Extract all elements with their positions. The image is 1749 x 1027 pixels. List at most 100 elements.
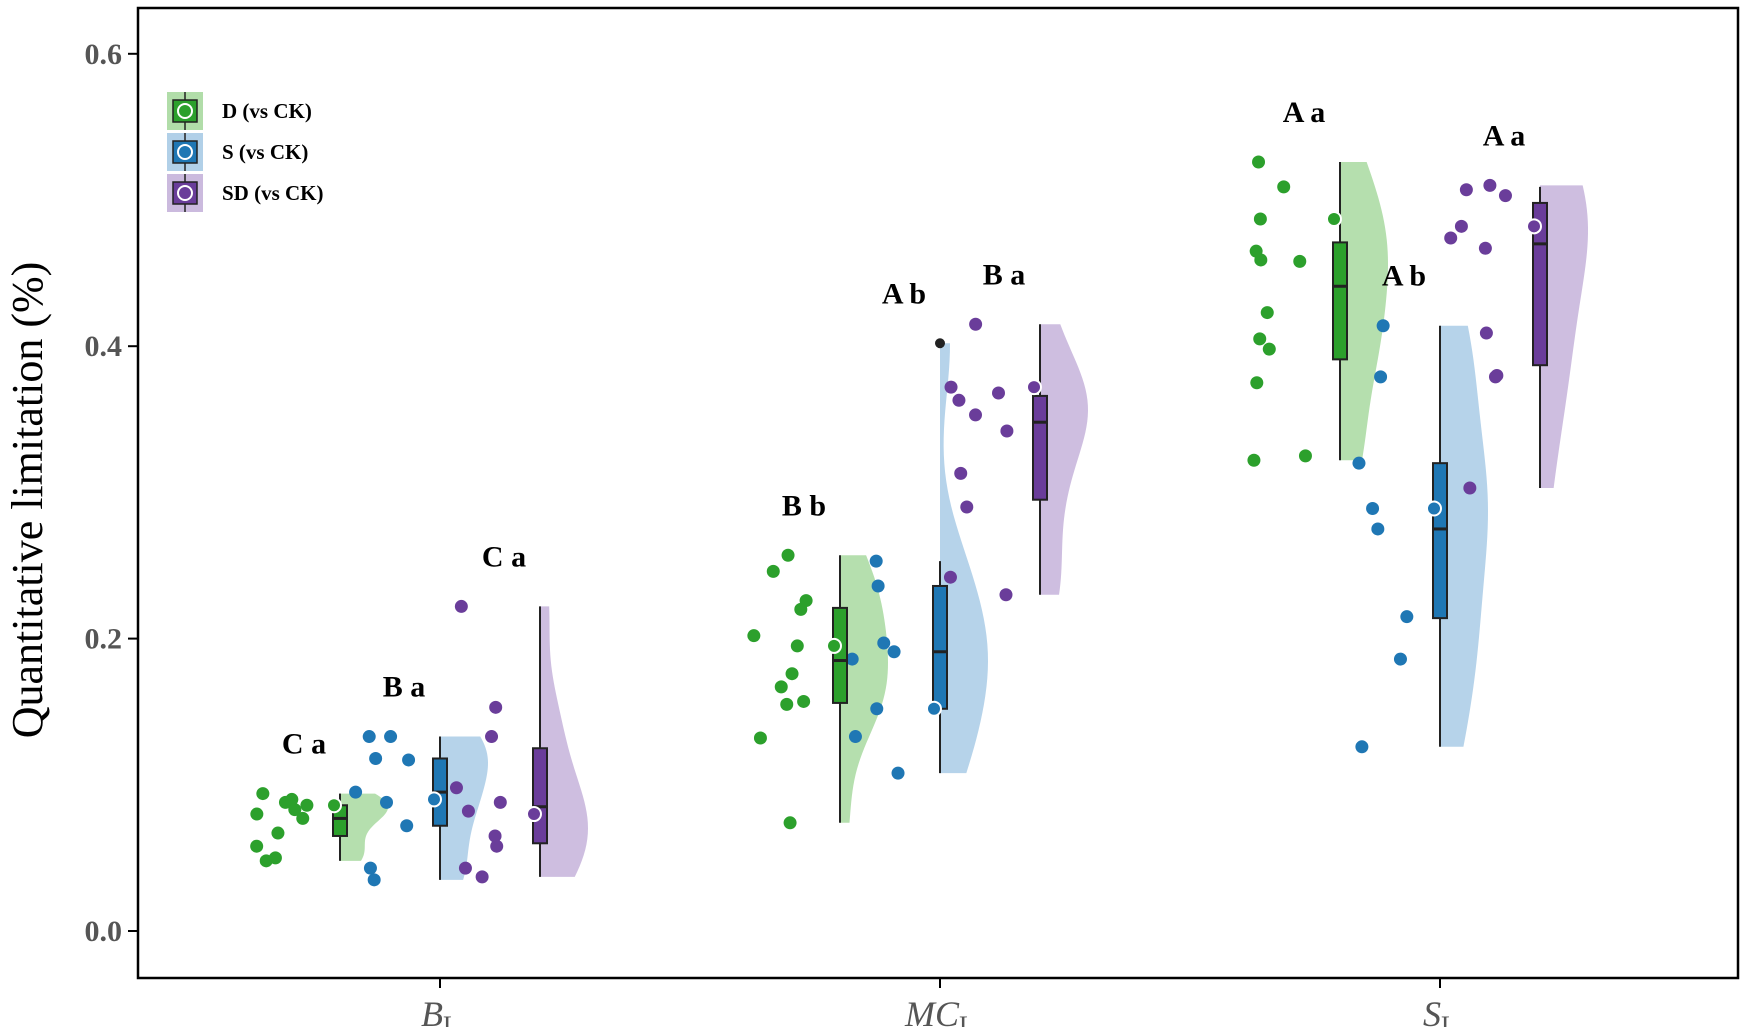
y-tick-label: 0.2 bbox=[85, 623, 123, 656]
mean-point bbox=[926, 700, 942, 717]
x-tick-main: MC bbox=[904, 994, 960, 1027]
data-point bbox=[785, 667, 799, 681]
data-point bbox=[271, 826, 285, 840]
data-point bbox=[1293, 254, 1307, 268]
box bbox=[1432, 462, 1448, 620]
data-point bbox=[1298, 449, 1312, 463]
legend-point-swatch bbox=[177, 185, 193, 201]
x-tick-label: MCL bbox=[904, 994, 975, 1027]
mean-point bbox=[426, 791, 442, 808]
data-point bbox=[781, 548, 795, 562]
mean-point bbox=[1326, 211, 1342, 228]
data-point bbox=[1253, 332, 1267, 346]
half-violin bbox=[340, 793, 388, 861]
data-point bbox=[877, 636, 891, 650]
data-point bbox=[774, 680, 788, 694]
data-point bbox=[1355, 740, 1369, 754]
data-point bbox=[349, 785, 363, 799]
significance-label: C a bbox=[282, 728, 326, 761]
data-point bbox=[753, 731, 767, 745]
data-point bbox=[1366, 501, 1380, 515]
half-violin bbox=[1340, 161, 1388, 461]
x-tick-subscript: L bbox=[443, 1011, 459, 1027]
half-violin bbox=[1040, 324, 1088, 595]
data-point bbox=[766, 564, 780, 578]
data-point bbox=[1249, 244, 1263, 258]
y-axis-title: Quantitative limitation (%) bbox=[3, 262, 52, 739]
data-point bbox=[1498, 189, 1512, 203]
data-point bbox=[449, 781, 463, 795]
significance-label: C a bbox=[482, 540, 526, 573]
data-point bbox=[1252, 155, 1266, 169]
data-point bbox=[1393, 652, 1407, 666]
data-point bbox=[797, 694, 811, 708]
x-axis: BL MCL SL bbox=[421, 978, 1457, 1027]
half-violin bbox=[1540, 185, 1588, 489]
data-point bbox=[783, 816, 797, 830]
significance-label: B a bbox=[983, 258, 1026, 291]
data-point bbox=[362, 730, 376, 744]
data-point bbox=[369, 751, 383, 765]
y-tick-label: 0.4 bbox=[85, 330, 123, 363]
data-point bbox=[960, 500, 974, 514]
data-point bbox=[461, 804, 475, 818]
data-point bbox=[1352, 456, 1366, 470]
mean-point bbox=[326, 797, 342, 814]
data-point bbox=[380, 795, 394, 809]
data-points bbox=[250, 155, 1512, 887]
data-point bbox=[288, 803, 302, 817]
data-point bbox=[1253, 212, 1267, 226]
legend-label: D (vs CK) bbox=[222, 99, 312, 123]
legend-label: SD (vs CK) bbox=[222, 181, 324, 205]
data-point bbox=[943, 570, 957, 584]
y-axis: 0.0 0.2 0.4 0.6 bbox=[85, 38, 138, 948]
data-point bbox=[952, 393, 966, 407]
data-point bbox=[1479, 326, 1493, 340]
data-point bbox=[485, 730, 499, 744]
data-point bbox=[268, 851, 282, 865]
data-point bbox=[871, 579, 885, 593]
data-point bbox=[944, 380, 958, 394]
mean-point bbox=[1526, 218, 1542, 235]
box bbox=[1032, 394, 1048, 501]
mean-markers bbox=[326, 211, 1542, 823]
data-point bbox=[296, 811, 310, 825]
significance-label: A a bbox=[1283, 96, 1326, 129]
data-point bbox=[384, 730, 398, 744]
x-tick-main: B bbox=[421, 994, 443, 1027]
plot-frame bbox=[136, 6, 1740, 980]
significance-label: B a bbox=[383, 671, 426, 704]
data-point bbox=[1247, 453, 1261, 467]
data-point bbox=[1260, 306, 1274, 320]
box bbox=[932, 584, 948, 710]
data-point bbox=[493, 795, 507, 809]
data-point bbox=[780, 697, 794, 711]
data-point bbox=[490, 839, 504, 853]
data-point bbox=[747, 629, 761, 643]
legend-label: S (vs CK) bbox=[222, 140, 308, 164]
data-point bbox=[1000, 424, 1014, 438]
half-violin bbox=[940, 343, 988, 774]
half-violin bbox=[840, 555, 888, 823]
legend-point-swatch bbox=[177, 103, 193, 119]
y-tick-label: 0.0 bbox=[85, 915, 123, 948]
data-point bbox=[1478, 241, 1492, 255]
legend-point-swatch bbox=[177, 144, 193, 160]
data-point bbox=[954, 466, 968, 480]
data-point bbox=[887, 645, 901, 659]
data-point bbox=[1444, 231, 1458, 245]
x-tick-label: SL bbox=[1423, 994, 1457, 1027]
data-point bbox=[891, 766, 905, 780]
data-point bbox=[991, 386, 1005, 400]
half-violin bbox=[540, 606, 588, 877]
data-point bbox=[367, 873, 381, 887]
data-point bbox=[256, 787, 270, 801]
x-tick-subscript: L bbox=[1441, 1011, 1457, 1027]
data-point bbox=[285, 792, 299, 806]
data-point bbox=[869, 554, 883, 568]
data-point bbox=[402, 753, 416, 767]
data-point bbox=[1374, 370, 1388, 384]
box bbox=[832, 606, 848, 704]
data-point bbox=[454, 599, 468, 613]
data-point bbox=[1400, 610, 1414, 624]
